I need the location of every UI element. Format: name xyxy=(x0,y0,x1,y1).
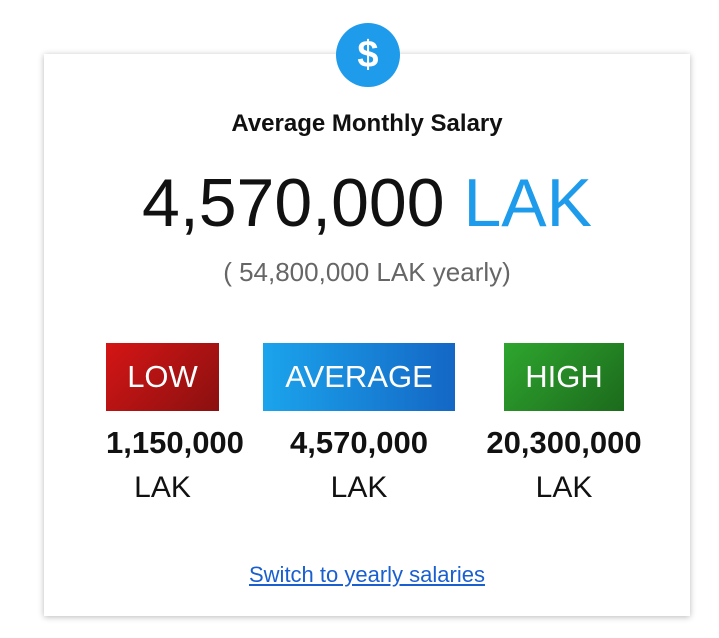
card-title: Average Monthly Salary xyxy=(231,110,503,137)
average-badge: AVERAGE xyxy=(263,343,455,411)
range-average: AVERAGE 4,570,000 LAK xyxy=(263,343,455,505)
low-unit: LAK xyxy=(134,471,191,504)
high-unit: LAK xyxy=(535,471,593,504)
salary-card: Average Monthly Salary 4,570,000 LAK ( 5… xyxy=(44,54,690,616)
dollar-icon: $ xyxy=(336,23,400,87)
range-low: LOW 1,150,000 LAK xyxy=(106,343,244,505)
average-salary-amount: 4,570,000 xyxy=(142,165,445,241)
average-salary-currency: LAK xyxy=(463,165,592,241)
high-value: 20,300,000 xyxy=(486,425,642,460)
average-unit: LAK xyxy=(330,471,388,504)
low-value: 1,150,000 xyxy=(106,425,244,460)
switch-yearly-link[interactable]: Switch to yearly salaries xyxy=(249,562,485,587)
average-value: 4,570,000 xyxy=(290,425,428,460)
range-high: HIGH 20,300,000 LAK xyxy=(484,343,644,505)
average-salary-value: 4,570,000 LAK xyxy=(44,164,690,242)
low-badge: LOW xyxy=(106,343,219,411)
high-badge: HIGH xyxy=(504,343,624,411)
yearly-salary-text: ( 54,800,000 LAK yearly) xyxy=(223,257,511,287)
